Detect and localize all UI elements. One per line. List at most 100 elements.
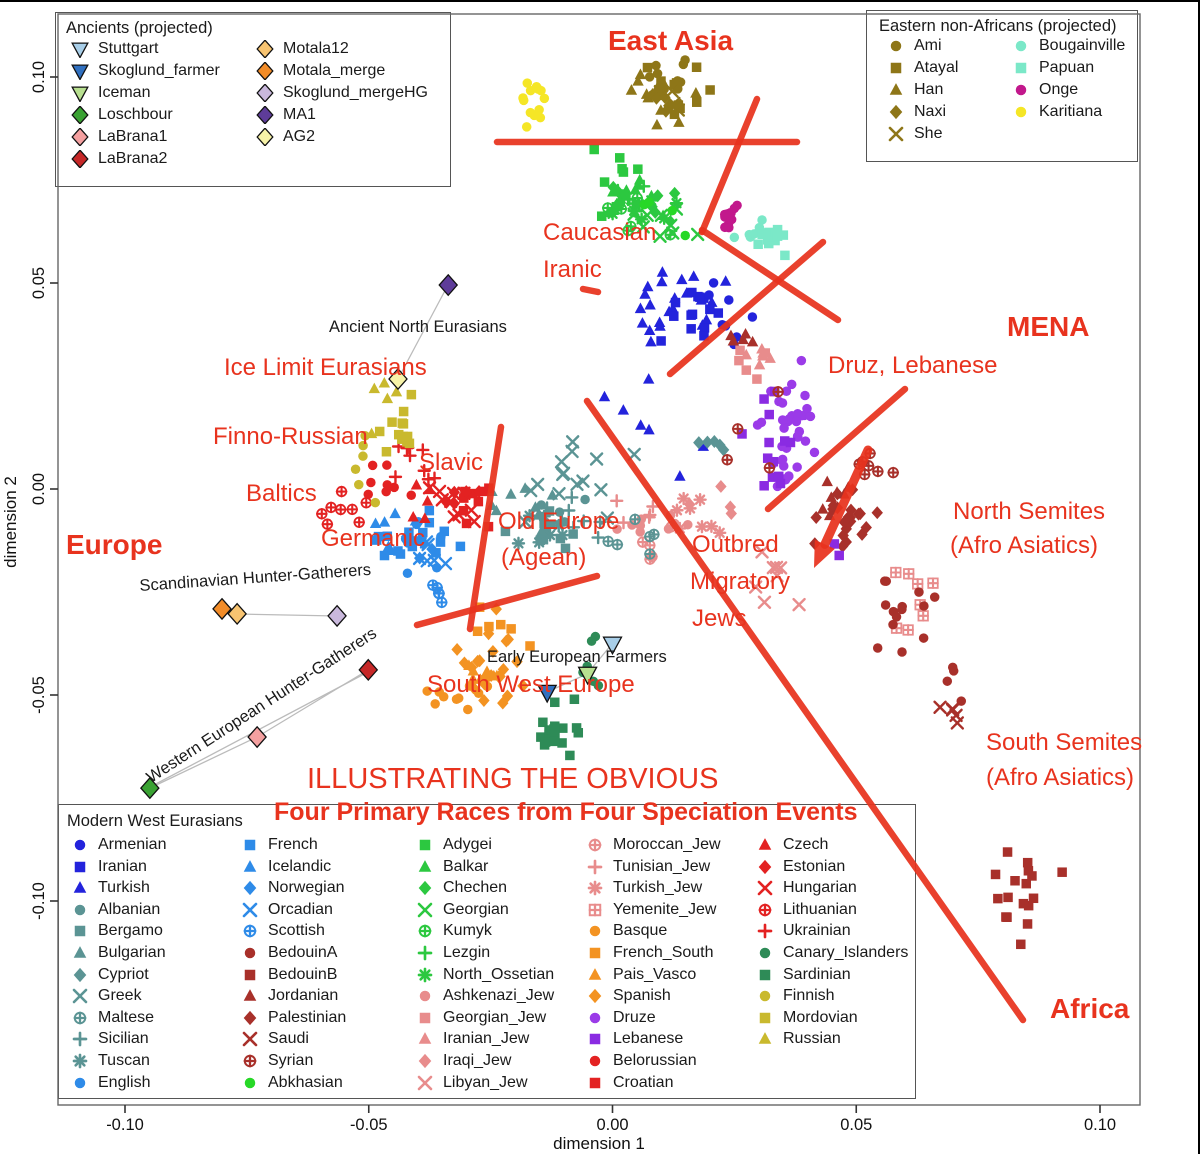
cluster-Pais_Vasco (463, 659, 503, 684)
legend-item-Canary_Islanders: Canary_Islanders (756, 944, 908, 962)
cluster-She (653, 84, 686, 117)
legend-item-French_South: French_South (586, 944, 714, 962)
legend-item-Greek: Greek (71, 987, 142, 1005)
legend-label: Skoglund_farmer (98, 62, 220, 79)
legend-label: Hungarian (783, 879, 857, 897)
legend-label: Russian (783, 1030, 841, 1048)
legend-item-Yemenite_Jew: Yemenite_Jew (586, 901, 716, 919)
legend-item-Motala_merge: Motala_merge (256, 62, 385, 80)
y-axis-label: dimension 2 (1, 476, 20, 568)
legend-item-Bulgarian: Bulgarian (71, 944, 166, 962)
legend-label: Spanish (613, 987, 671, 1005)
legend-label: Saudi (268, 1030, 309, 1048)
x-marker-icon (417, 902, 433, 918)
triangle-down-marker-icon (71, 64, 89, 80)
cluster-Finnish (350, 431, 381, 508)
square-marker-icon (74, 926, 86, 937)
legend-label: Lezgin (443, 944, 491, 961)
legend-item-Libyan_Jew: Libyan_Jew (416, 1074, 528, 1092)
legend-item-Russian: Russian (756, 1030, 841, 1048)
legend-label: Lebanese (613, 1030, 684, 1048)
cluster-Ukrainian (388, 439, 442, 486)
diamond-marker-icon (418, 1053, 432, 1069)
legend-item-Saudi: Saudi (241, 1030, 309, 1048)
legend-label: Abkhasian (268, 1073, 343, 1091)
square-marker-icon (419, 1012, 431, 1024)
triangle-up-marker-icon (758, 1032, 772, 1045)
cluster-Estonian (440, 484, 485, 510)
plus-marker-icon (417, 945, 433, 961)
legend-label: Ukrainian (783, 922, 851, 940)
red-arrow (814, 445, 873, 568)
legend-item-Adygei: Adygei (416, 836, 492, 854)
legend-label: Canary_Islanders (783, 944, 909, 961)
legend-item-Stuttgart: Stuttgart (71, 40, 158, 58)
circle-plus-marker-icon (243, 924, 257, 938)
legend-label: AG2 (283, 128, 316, 145)
circle-marker-icon (244, 1077, 256, 1088)
legend-item-Iceman: Iceman (71, 84, 150, 102)
cluster-Iraqi_Jew (683, 480, 737, 520)
circle-marker-icon (759, 990, 771, 1002)
legend-label: Sicilian (98, 1030, 149, 1048)
x-tick-label: -0.10 (106, 1116, 144, 1134)
legend-item-Skoglund_farmer: Skoglund_farmer (71, 62, 220, 80)
legend-label: Atayal (914, 59, 959, 76)
legend-label: Motala_merge (283, 62, 386, 79)
legend-label: Papuan (1039, 59, 1095, 76)
cluster-Yemenite_Jew (890, 566, 939, 636)
legend-label: Icelandic (268, 857, 332, 875)
square-marker-icon (244, 969, 256, 980)
diamond-marker-icon (256, 40, 274, 58)
ancient-points (139, 273, 623, 800)
square-marker-icon (759, 1012, 771, 1024)
x-tick-label: 0.10 (1084, 1116, 1116, 1134)
diamond-marker-icon (889, 104, 903, 120)
square-marker-icon (589, 947, 601, 959)
legend-label: Belorussian (613, 1052, 697, 1069)
legend-item-Chechen: Chechen (416, 879, 507, 897)
triangle-up-marker-icon (243, 989, 257, 1001)
cluster-BedouinA (942, 662, 967, 706)
cluster-Iranian (656, 287, 724, 346)
legend-label: BedouinB (268, 965, 338, 983)
cluster-Scottish (427, 579, 448, 609)
legend-item-Bougainville: Bougainville (1012, 37, 1125, 55)
legend-item-Kumyk: Kumyk (416, 922, 492, 940)
x-tick-label: -0.05 (350, 1116, 388, 1134)
cluster-Saudi (933, 700, 965, 730)
legend-item-North_Ossetian: North_Ossetian (416, 966, 554, 984)
circle-marker-icon (244, 947, 256, 959)
square-marker-icon (419, 839, 431, 851)
cluster-Icelandic (369, 507, 422, 556)
square-plus-marker-icon (588, 903, 602, 917)
cluster-Palestinian (809, 483, 883, 553)
x-marker-icon (242, 902, 258, 918)
legend-item-Iranian: Iranian (71, 858, 147, 876)
circle-plus-marker-icon (758, 903, 772, 917)
legend-item-Cypriot: Cypriot (71, 966, 149, 984)
legend-item-Moroccan_Jew: Moroccan_Jew (586, 836, 721, 854)
cluster-Cypriot (693, 435, 730, 457)
legend-label: She (914, 125, 943, 142)
legend-label: Tunisian_Jew (613, 857, 711, 875)
legend-item-Mordovian: Mordovian (756, 1009, 858, 1027)
legend-ancients: Ancients (projected) Stuttgart Skoglund_f… (55, 12, 451, 187)
legend-item-Bergamo: Bergamo (71, 922, 163, 940)
legend-item-Tunisian_Jew: Tunisian_Jew (586, 858, 710, 876)
triangle-down-marker-icon (71, 86, 89, 102)
cluster-Jordanian (725, 327, 759, 347)
legend-item-Belorussian: Belorussian (586, 1052, 697, 1070)
cluster-Turkish (634, 266, 732, 347)
diamond-marker-icon (71, 106, 89, 124)
cluster-Lithuanian (316, 485, 373, 530)
legend-item-Motala12: Motala12 (256, 40, 349, 58)
legend-label: Estonian (783, 857, 846, 875)
legend-label: English (98, 1073, 151, 1091)
plot-frame (57, 13, 1141, 1106)
triangle-up-marker-icon (243, 859, 257, 872)
legend-item-Abkhasian: Abkhasian (241, 1074, 343, 1092)
y-tick-label: 0.05 (30, 267, 48, 299)
legend-label: Karitiana (1039, 103, 1103, 120)
